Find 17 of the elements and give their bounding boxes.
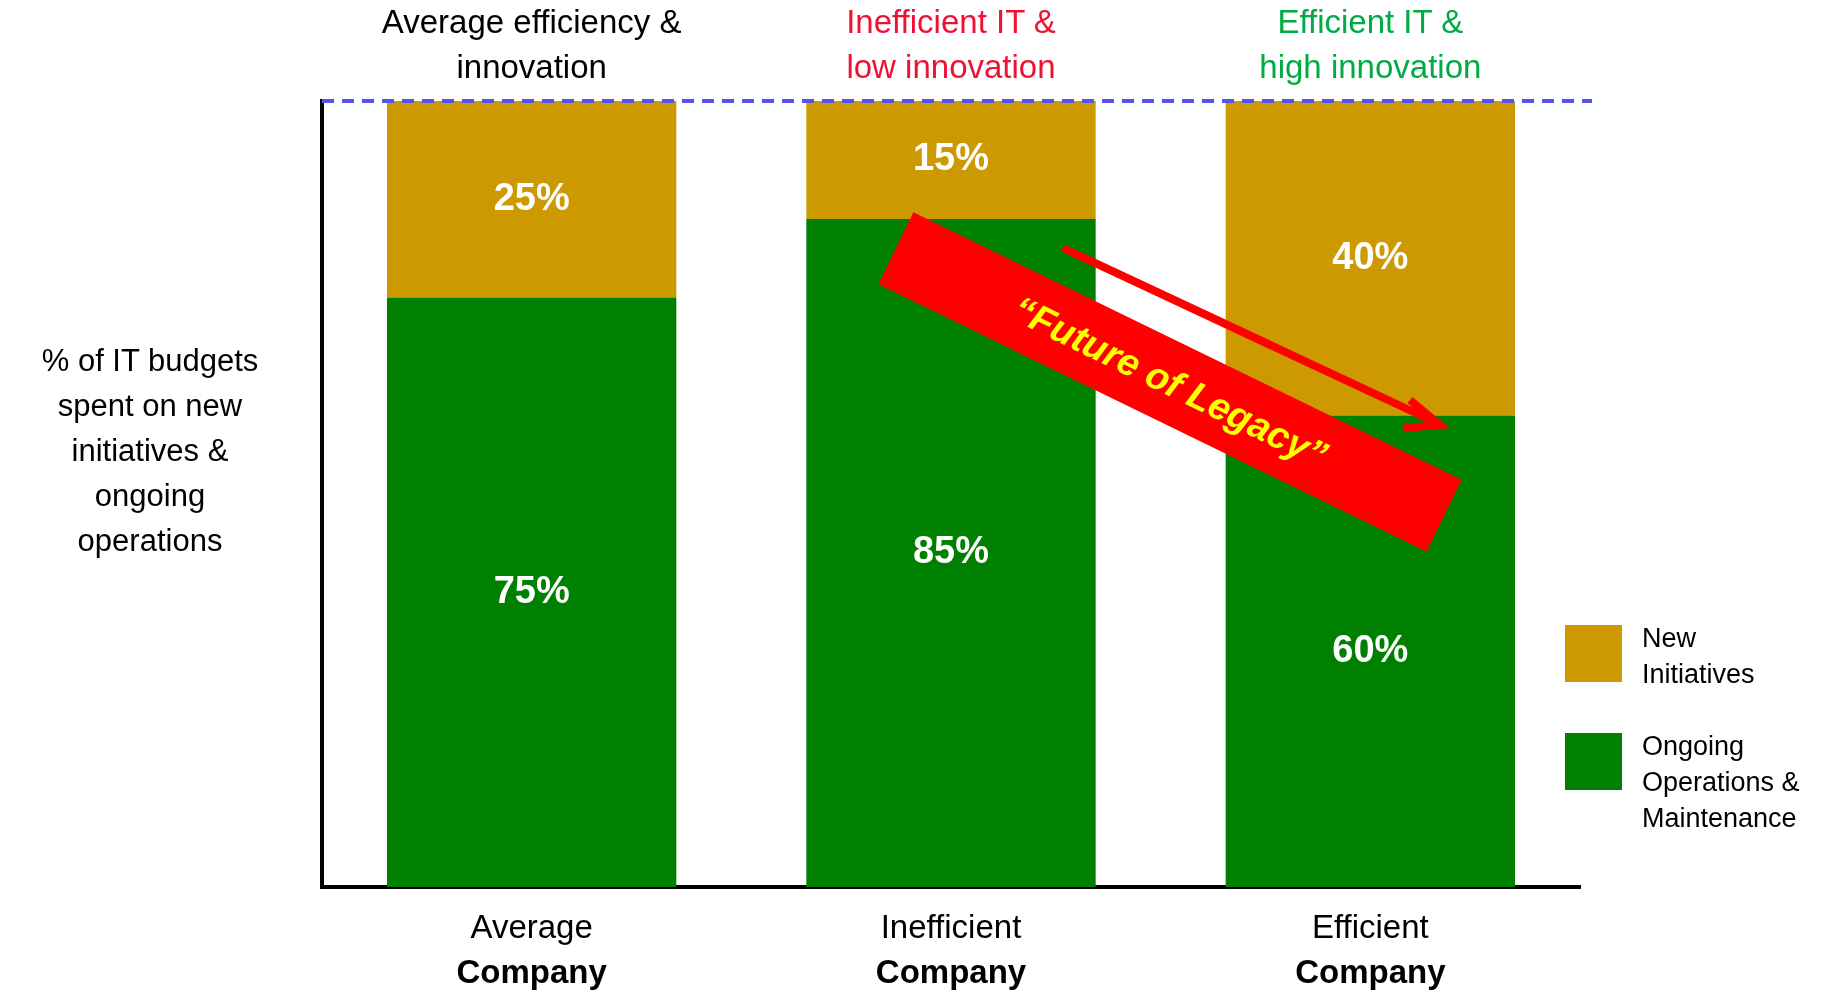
x-tick-label: Average Company (456, 908, 608, 991)
legend-label: Ongoing Operations & Maintenance (1642, 730, 1800, 835)
data-label: 40% (1332, 234, 1409, 277)
x-tick-label: Efficient Company (1295, 908, 1447, 991)
data-label: 15% (912, 136, 990, 179)
bar (387, 297, 677, 887)
data-label: 75% (493, 568, 570, 611)
text: Efficient IT & high innovation (1259, 3, 1482, 86)
legend-label: New Initiatives (1642, 622, 1755, 691)
x-tick-label: Inefficient Company (875, 908, 1027, 991)
data-label: 25% (493, 175, 570, 218)
y-axis-title: % of IT budgets spent on new initiatives & ongoing operations (40, 342, 260, 560)
text: Inefficient IT & low innovation (846, 3, 1056, 86)
bar (806, 101, 1096, 219)
text: Average efficiency & innovation (381, 3, 682, 86)
data-label: 60% (1332, 627, 1409, 670)
bar (387, 101, 677, 298)
